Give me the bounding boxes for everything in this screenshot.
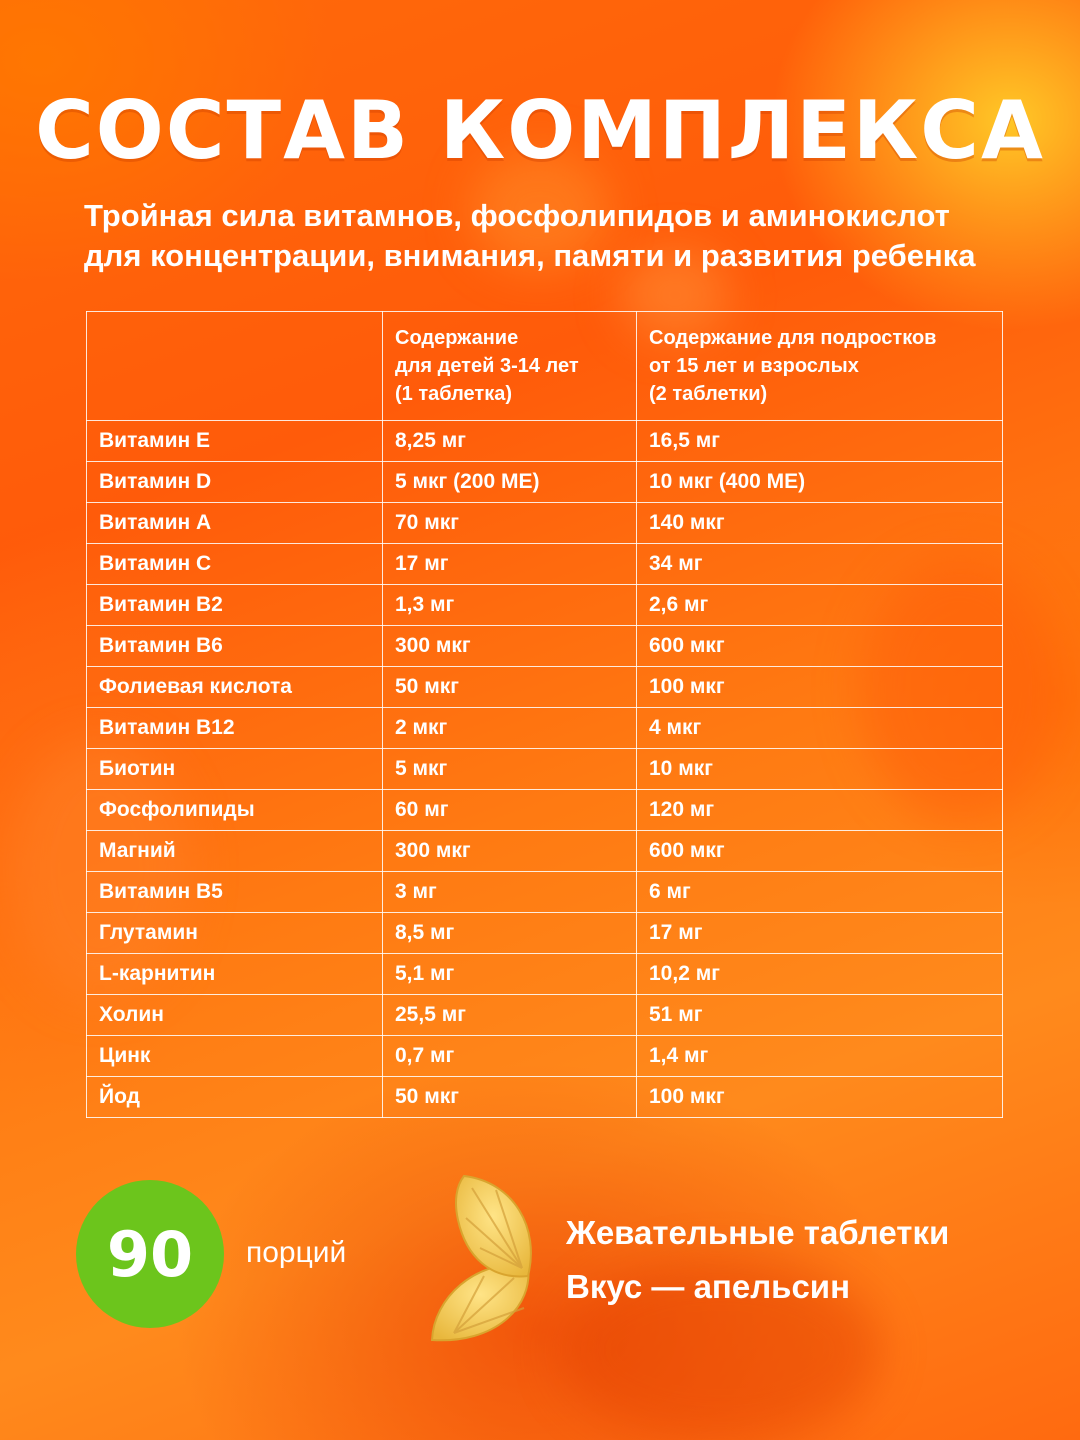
- table-header-row: Содержание для детей 3-14 лет (1 таблетк…: [86, 311, 1003, 421]
- nutrient-name: Витамин С: [86, 543, 383, 585]
- table-row: Холин 25,5 мг 51 мг: [86, 994, 1003, 1036]
- header-line: для детей 3-14 лет: [395, 355, 579, 377]
- portions-label: порций: [246, 1236, 347, 1269]
- nutrient-name: Витамин Е: [86, 420, 383, 462]
- portions-badge: 90: [76, 1180, 224, 1328]
- adult-dose: 1,4 мг: [636, 1035, 1003, 1077]
- adult-dose: 10 мкг: [636, 748, 1003, 790]
- orange-slice-tablet-icon: [430, 1174, 532, 1342]
- children-dose: 5,1 мг: [382, 953, 637, 995]
- nutrient-name: Йод: [86, 1076, 383, 1118]
- product-info: Жевательные таблетки Вкус — апельсин: [566, 1206, 949, 1314]
- subtitle: Тройная сила витамнов, фосфолипидов и ам…: [84, 196, 1024, 276]
- table-row: Витамин А 70 мкг 140 мкг: [86, 502, 1003, 544]
- nutrient-name: Фосфолипиды: [86, 789, 383, 831]
- header-empty-cell: [86, 311, 383, 421]
- table-row: Цинк 0,7 мг 1,4 мг: [86, 1035, 1003, 1077]
- nutrient-name: Витамин В6: [86, 625, 383, 667]
- children-dose: 60 мг: [382, 789, 637, 831]
- adult-dose: 10 мкг (400 МЕ): [636, 461, 1003, 503]
- children-dose: 5 мкг (200 МЕ): [382, 461, 637, 503]
- nutrient-name: Витамин D: [86, 461, 383, 503]
- nutrient-name: Витамин А: [86, 502, 383, 544]
- table-row: Фолиевая кислота 50 мкг 100 мкг: [86, 666, 1003, 708]
- composition-table: Содержание для детей 3-14 лет (1 таблетк…: [86, 311, 1003, 1118]
- children-dose: 17 мг: [382, 543, 637, 585]
- background-orange-blob: [560, 1260, 880, 1440]
- product-type: Жевательные таблетки: [566, 1214, 950, 1251]
- adult-dose: 100 мкг: [636, 666, 1003, 708]
- adult-dose: 600 мкг: [636, 625, 1003, 667]
- adult-dose: 120 мг: [636, 789, 1003, 831]
- adult-dose: 100 мкг: [636, 1076, 1003, 1118]
- product-flavor: Вкус — апельсин: [566, 1268, 851, 1305]
- children-dose: 3 мг: [382, 871, 637, 913]
- adult-dose: 17 мг: [636, 912, 1003, 954]
- adult-dose: 2,6 мг: [636, 584, 1003, 626]
- subtitle-line: для концентрации, внимания, памяти и раз…: [84, 238, 976, 273]
- nutrient-name: Фолиевая кислота: [86, 666, 383, 708]
- table-row: Глутамин 8,5 мг 17 мг: [86, 912, 1003, 954]
- table-row: L-карнитин 5,1 мг 10,2 мг: [86, 953, 1003, 995]
- nutrient-name: Витамин В2: [86, 584, 383, 626]
- page-title: СОСТАВ КОМПЛЕКСА: [35, 84, 1045, 177]
- adult-dose: 34 мг: [636, 543, 1003, 585]
- adult-dose: 600 мкг: [636, 830, 1003, 872]
- nutrient-name: Цинк: [86, 1035, 383, 1077]
- adult-dose: 16,5 мг: [636, 420, 1003, 462]
- children-dose: 300 мкг: [382, 830, 637, 872]
- table-row: Витамин В5 3 мг 6 мг: [86, 871, 1003, 913]
- header-adult-dose: Содержание для подростков от 15 лет и вз…: [636, 311, 1003, 421]
- header-line: от 15 лет и взрослых: [649, 355, 859, 377]
- adult-dose: 6 мг: [636, 871, 1003, 913]
- children-dose: 1,3 мг: [382, 584, 637, 626]
- header-line: Содержание: [395, 327, 519, 349]
- header-children-dose: Содержание для детей 3-14 лет (1 таблетк…: [382, 311, 637, 421]
- table-row: Витамин С 17 мг 34 мг: [86, 543, 1003, 585]
- table-row: Биотин 5 мкг 10 мкг: [86, 748, 1003, 790]
- nutrient-name: Витамин В12: [86, 707, 383, 749]
- children-dose: 2 мкг: [382, 707, 637, 749]
- nutrient-name: Холин: [86, 994, 383, 1036]
- children-dose: 300 мкг: [382, 625, 637, 667]
- nutrient-name: L-карнитин: [86, 953, 383, 995]
- children-dose: 5 мкг: [382, 748, 637, 790]
- background-orange-blob: [470, 150, 610, 270]
- nutrient-name: Биотин: [86, 748, 383, 790]
- table-row: Магний 300 мкг 600 мкг: [86, 830, 1003, 872]
- header-line: Содержание для подростков: [649, 327, 937, 349]
- adult-dose: 51 мг: [636, 994, 1003, 1036]
- table-row: Фосфолипиды 60 мг 120 мг: [86, 789, 1003, 831]
- table-row: Витамин Е 8,25 мг 16,5 мг: [86, 420, 1003, 462]
- adult-dose: 140 мкг: [636, 502, 1003, 544]
- children-dose: 70 мкг: [382, 502, 637, 544]
- children-dose: 25,5 мг: [382, 994, 637, 1036]
- subtitle-line: Тройная сила витамнов, фосфолипидов и ам…: [84, 198, 950, 233]
- table-row: Йод 50 мкг 100 мкг: [86, 1076, 1003, 1118]
- header-line: (2 таблетки): [649, 383, 768, 405]
- children-dose: 50 мкг: [382, 1076, 637, 1118]
- table-row: Витамин В2 1,3 мг 2,6 мг: [86, 584, 1003, 626]
- children-dose: 8,5 мг: [382, 912, 637, 954]
- adult-dose: 4 мкг: [636, 707, 1003, 749]
- table-row: Витамин В6 300 мкг 600 мкг: [86, 625, 1003, 667]
- children-dose: 50 мкг: [382, 666, 637, 708]
- children-dose: 8,25 мг: [382, 420, 637, 462]
- nutrient-name: Витамин В5: [86, 871, 383, 913]
- nutrient-name: Магний: [86, 830, 383, 872]
- children-dose: 0,7 мг: [382, 1035, 637, 1077]
- header-line: (1 таблетка): [395, 383, 513, 405]
- adult-dose: 10,2 мг: [636, 953, 1003, 995]
- table-row: Витамин В12 2 мкг 4 мкг: [86, 707, 1003, 749]
- nutrient-name: Глутамин: [86, 912, 383, 954]
